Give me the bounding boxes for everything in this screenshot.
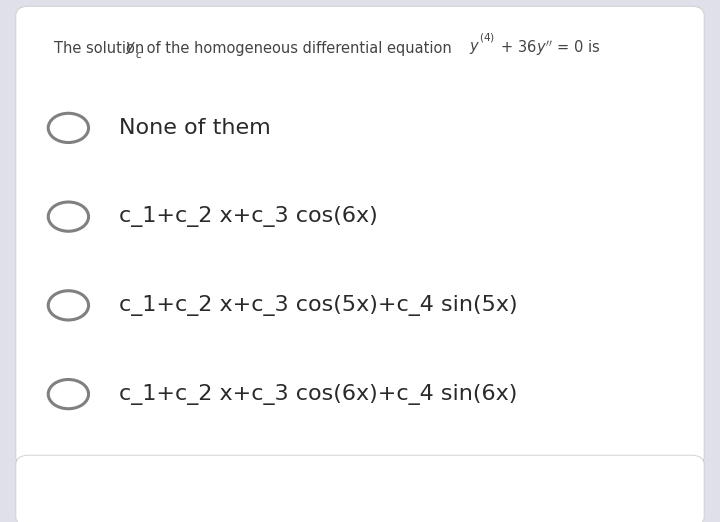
Text: $c$: $c$ bbox=[135, 50, 143, 61]
Text: $y$: $y$ bbox=[125, 40, 136, 56]
Text: c_1+c_2 x+c_3 cos(5x)+c_4 sin(5x): c_1+c_2 x+c_3 cos(5x)+c_4 sin(5x) bbox=[119, 295, 518, 316]
Text: The solution: The solution bbox=[54, 41, 149, 55]
Text: None of them: None of them bbox=[119, 118, 271, 138]
FancyBboxPatch shape bbox=[16, 6, 704, 466]
Text: of the homogeneous differential equation: of the homogeneous differential equation bbox=[142, 41, 456, 55]
Text: $(4)$: $(4)$ bbox=[479, 31, 495, 44]
Text: + 36$y''$ = 0 is: + 36$y''$ = 0 is bbox=[496, 38, 600, 58]
FancyBboxPatch shape bbox=[16, 455, 704, 522]
Text: $y$: $y$ bbox=[469, 40, 480, 56]
Text: c_1+c_2 x+c_3 cos(6x): c_1+c_2 x+c_3 cos(6x) bbox=[119, 206, 377, 227]
Text: c_1+c_2 x+c_3 cos(6x)+c_4 sin(6x): c_1+c_2 x+c_3 cos(6x)+c_4 sin(6x) bbox=[119, 384, 517, 405]
